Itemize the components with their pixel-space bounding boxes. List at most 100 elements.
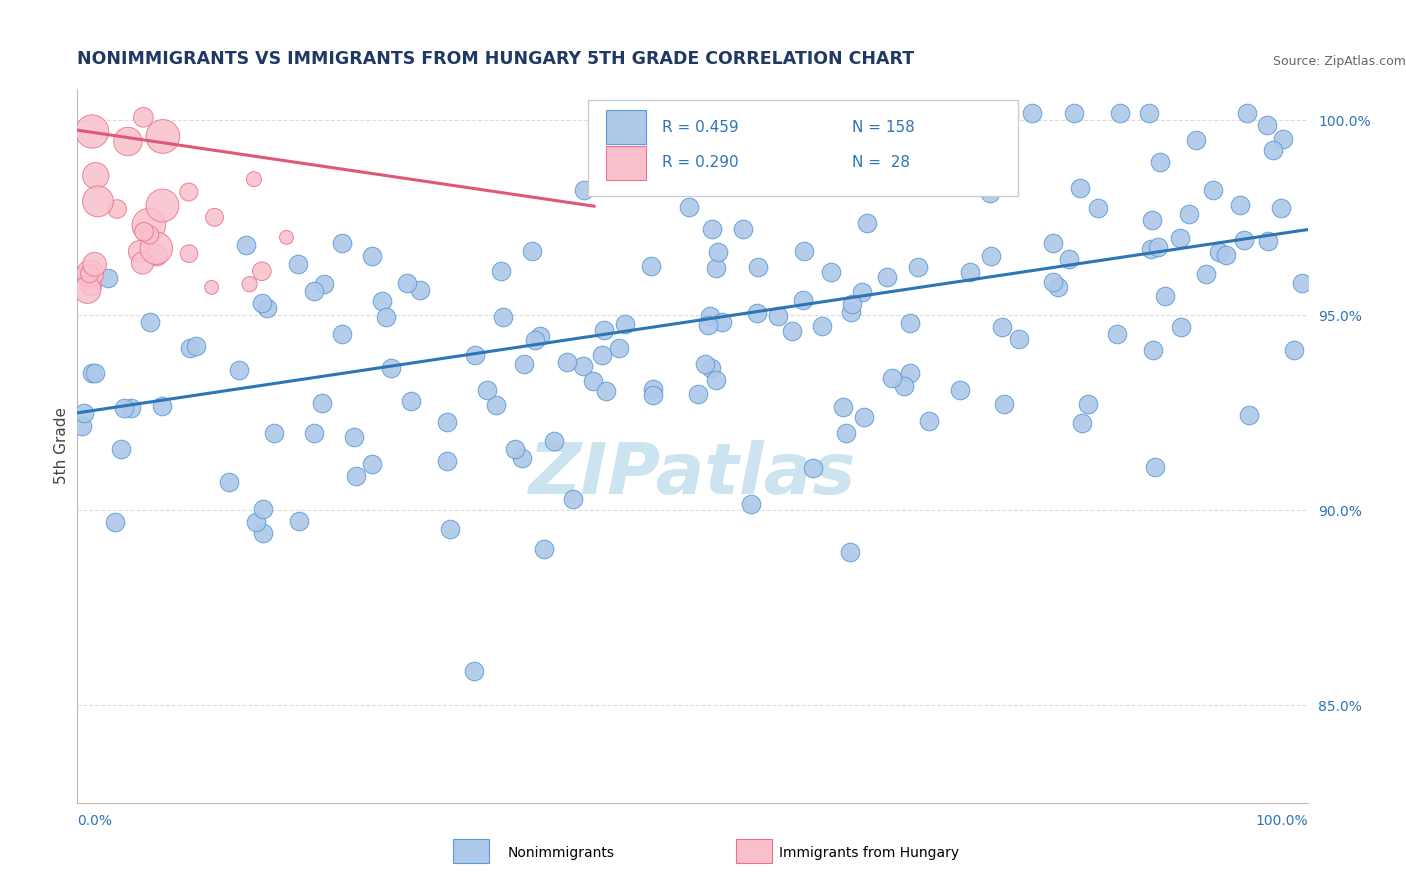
FancyBboxPatch shape bbox=[735, 839, 772, 863]
Point bbox=[543, 434, 565, 448]
Point bbox=[524, 333, 547, 347]
Point bbox=[276, 230, 298, 244]
Point bbox=[1042, 236, 1064, 251]
Point bbox=[880, 371, 903, 385]
Point bbox=[613, 171, 636, 186]
Point bbox=[1233, 233, 1256, 247]
Point bbox=[1087, 201, 1109, 215]
Point bbox=[120, 401, 142, 416]
Point bbox=[436, 415, 458, 429]
Point bbox=[302, 284, 325, 298]
Point bbox=[851, 285, 873, 300]
Point bbox=[82, 124, 104, 138]
Point bbox=[463, 664, 485, 678]
Point bbox=[83, 367, 105, 381]
Point bbox=[1046, 280, 1069, 294]
Y-axis label: 5th Grade: 5th Grade bbox=[53, 408, 69, 484]
Point bbox=[250, 264, 273, 278]
Point bbox=[572, 359, 595, 373]
Point bbox=[464, 348, 486, 362]
Point bbox=[177, 185, 200, 199]
Point bbox=[131, 256, 153, 270]
Point bbox=[980, 249, 1002, 263]
Point bbox=[959, 265, 981, 279]
Point bbox=[1146, 239, 1168, 253]
Point bbox=[697, 318, 720, 332]
Point bbox=[105, 202, 128, 216]
Text: N = 158: N = 158 bbox=[852, 120, 915, 135]
Point bbox=[520, 244, 543, 258]
Point bbox=[409, 283, 432, 297]
Point bbox=[595, 384, 617, 398]
Point bbox=[513, 357, 536, 371]
Point bbox=[841, 305, 863, 319]
Point bbox=[745, 306, 768, 320]
Point bbox=[706, 372, 728, 386]
Point bbox=[128, 244, 150, 259]
Point bbox=[132, 111, 155, 125]
Point bbox=[529, 329, 551, 343]
FancyBboxPatch shape bbox=[588, 100, 1018, 196]
Point bbox=[641, 382, 664, 396]
Point bbox=[768, 105, 790, 120]
Point bbox=[343, 430, 366, 444]
Point bbox=[73, 268, 96, 282]
Point bbox=[693, 357, 716, 371]
Point bbox=[375, 310, 398, 325]
Text: NONIMMIGRANTS VS IMMIGRANTS FROM HUNGARY 5TH GRADE CORRELATION CHART: NONIMMIGRANTS VS IMMIGRANTS FROM HUNGARY… bbox=[77, 50, 914, 68]
Point bbox=[179, 341, 201, 355]
Point bbox=[1069, 181, 1091, 195]
Point bbox=[1256, 119, 1278, 133]
Point bbox=[979, 186, 1001, 200]
Point bbox=[1282, 343, 1305, 358]
Point bbox=[139, 315, 162, 329]
Point bbox=[801, 460, 824, 475]
Text: Immigrants from Hungary: Immigrants from Hungary bbox=[779, 846, 959, 860]
Point bbox=[177, 246, 200, 260]
Point bbox=[252, 502, 274, 516]
Point bbox=[613, 318, 636, 332]
Point bbox=[330, 236, 353, 251]
Point bbox=[510, 451, 533, 466]
Point bbox=[287, 257, 309, 271]
Point bbox=[1137, 105, 1160, 120]
Point bbox=[918, 414, 941, 428]
Point bbox=[582, 374, 605, 388]
Point bbox=[747, 260, 769, 274]
Point bbox=[1270, 201, 1292, 215]
Point bbox=[314, 277, 336, 291]
Point bbox=[1237, 409, 1260, 423]
Point bbox=[820, 265, 842, 279]
Point bbox=[1063, 105, 1085, 120]
Point bbox=[1178, 207, 1201, 221]
Point bbox=[228, 362, 250, 376]
Point bbox=[150, 399, 173, 413]
Point bbox=[344, 469, 367, 483]
Point bbox=[79, 267, 101, 281]
FancyBboxPatch shape bbox=[606, 145, 645, 180]
Point bbox=[145, 241, 167, 255]
Point bbox=[138, 218, 160, 232]
Point bbox=[793, 244, 815, 258]
Point bbox=[1108, 105, 1130, 120]
Point bbox=[855, 216, 877, 230]
Point bbox=[152, 198, 174, 212]
Point bbox=[1201, 183, 1223, 197]
Point bbox=[1140, 242, 1163, 256]
Point bbox=[780, 324, 803, 338]
Point bbox=[704, 260, 727, 275]
Point bbox=[839, 545, 862, 559]
Point bbox=[380, 361, 402, 376]
Point bbox=[70, 418, 93, 433]
Point bbox=[87, 194, 110, 209]
Point bbox=[1272, 132, 1295, 146]
Point bbox=[503, 442, 526, 457]
Point bbox=[1195, 267, 1218, 281]
Point bbox=[572, 183, 595, 197]
Point bbox=[593, 323, 616, 337]
Point bbox=[907, 260, 929, 274]
Point bbox=[1105, 327, 1128, 342]
Point bbox=[993, 397, 1015, 411]
Point bbox=[138, 227, 160, 242]
Point bbox=[772, 152, 794, 166]
